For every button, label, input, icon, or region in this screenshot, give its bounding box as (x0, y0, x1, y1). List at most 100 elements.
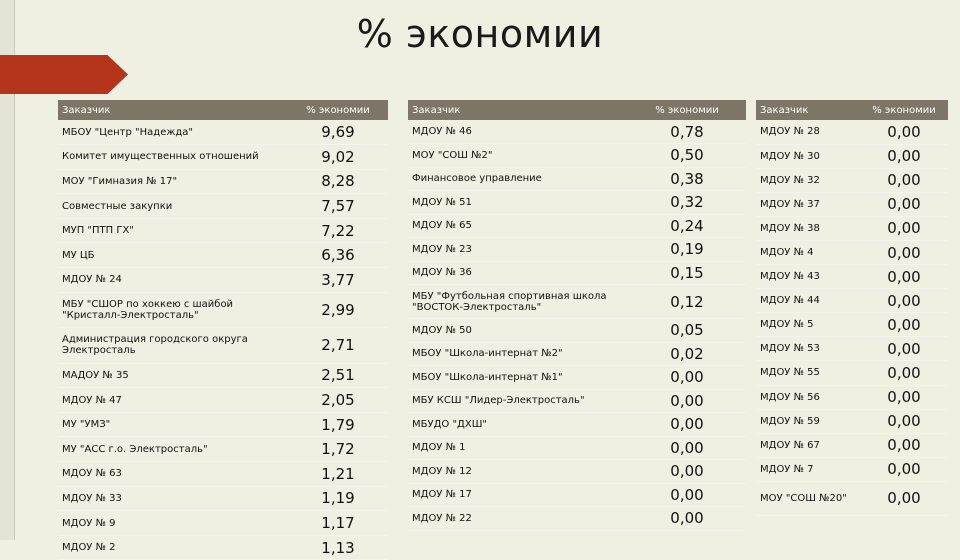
savings-percent-value: 0,12 (628, 284, 746, 319)
table-row: МДОУ № 63 1,21 (58, 461, 388, 487)
savings-percent-value: 0,00 (860, 457, 948, 482)
savings-percent-value: 1,19 (288, 486, 388, 512)
customer-name: МДОУ № 5 (756, 312, 860, 338)
table-row: МДОУ № 36 0,15 (408, 261, 746, 285)
table-row: МДОУ № 12 0,00 (408, 459, 746, 484)
table-row: МДОУ № 38 0,00 (756, 216, 948, 241)
savings-percent-value: 1,17 (288, 510, 388, 536)
customer-name: МДОУ № 67 (756, 433, 860, 458)
savings-percent-value: 2,05 (288, 387, 388, 413)
table-row: МДОУ № 17 0,00 (408, 483, 746, 507)
savings-percent-value: 0,00 (860, 264, 948, 290)
table-row: МУП "ПТП ГХ" 7,22 (58, 218, 388, 244)
savings-percent-value: 9,69 (288, 120, 388, 146)
customer-name: МДОУ № 2 (58, 535, 288, 560)
customer-name: МДОУ № 12 (408, 459, 628, 484)
table-row: МДОУ № 46 0,78 (408, 120, 746, 144)
customer-name: МДОУ № 59 (756, 409, 860, 434)
table-row: МБУ КСШ "Лидер-Электросталь" 0,00 (408, 389, 746, 413)
savings-percent-value: 0,00 (628, 389, 746, 413)
table-row: МУ ЦБ 6,36 (58, 242, 388, 269)
customer-name: Финансовое управление (408, 167, 628, 191)
customer-name: МДОУ № 50 (408, 318, 628, 343)
table-row: МДОУ № 30 0,00 (756, 144, 948, 169)
savings-percent-value: 3,77 (288, 267, 388, 293)
savings-percent-value: 0,00 (860, 433, 948, 458)
slide-title: % экономии (356, 12, 604, 56)
table-row: МДОУ № 1 0,00 (408, 436, 746, 460)
table-header: Заказчик % экономии (58, 100, 388, 120)
table-row: МДОУ № 28 0,00 (756, 120, 948, 145)
savings-percent-value: 0,00 (860, 192, 948, 217)
savings-percent-value: 0,02 (628, 342, 746, 366)
customer-name: МДОУ № 22 (408, 506, 628, 531)
savings-percent-value: 0,00 (860, 409, 948, 434)
savings-percent-value: 0,05 (628, 318, 746, 343)
table-row: МБОУ "Школа-интернат №1" 0,00 (408, 365, 746, 390)
table-row: Комитет имущественных отношений 9,02 (58, 144, 388, 170)
customer-name: МДОУ № 4 (756, 240, 860, 266)
table-row: МДОУ № 2 1,13 (58, 535, 388, 560)
savings-percent-value: 0,00 (628, 436, 746, 460)
table-row: МДОУ № 43 0,00 (756, 264, 948, 290)
customer-name: Совместные закупки (58, 193, 288, 219)
savings-percent-value: 0,78 (628, 120, 746, 144)
table-row: МДОУ № 47 2,05 (58, 387, 388, 413)
savings-percent-value: 0,00 (860, 360, 948, 386)
savings-percent-value: 0,38 (628, 167, 746, 191)
table-row: МДОУ № 32 0,00 (756, 168, 948, 193)
savings-percent-value: 1,79 (288, 412, 388, 438)
savings-percent-value: 0,00 (860, 240, 948, 266)
table-row: МДОУ № 51 0,32 (408, 190, 746, 215)
customer-name: МДОУ № 51 (408, 190, 628, 215)
customer-name: МДОУ № 7 (756, 457, 860, 482)
left-decorative-bar (0, 0, 15, 540)
table-row: МДОУ № 55 0,00 (756, 360, 948, 386)
customer-name: МДОУ № 30 (756, 144, 860, 169)
customer-name: МДОУ № 47 (58, 387, 288, 413)
customer-name: МБОУ "Центр "Надежда" (58, 120, 288, 146)
savings-percent-value: 0,00 (628, 506, 746, 531)
customer-name: МДОУ № 44 (756, 288, 860, 314)
savings-percent-value: 0,32 (628, 190, 746, 215)
table-row: МДОУ № 5 0,00 (756, 312, 948, 338)
customer-name: МДОУ № 23 (408, 237, 628, 262)
table-row: МДОУ № 4 0,00 (756, 240, 948, 266)
savings-percent-value: 0,15 (628, 261, 746, 285)
header-customer: Заказчик (756, 100, 860, 120)
customer-name: МДОУ № 37 (756, 192, 860, 217)
savings-percent-value: 2,99 (288, 292, 388, 329)
customer-name: МДОУ № 38 (756, 216, 860, 241)
customer-name: МБОУ "Школа-интернат №1" (408, 365, 628, 390)
customer-name: МДОУ № 63 (58, 461, 288, 487)
table-row: МОУ "Гимназия № 17" 8,28 (58, 169, 388, 195)
customer-name: МДОУ № 43 (756, 264, 860, 290)
savings-percent-value: 0,00 (628, 459, 746, 484)
customer-name: МДОУ № 32 (756, 168, 860, 193)
header-customer: Заказчик (408, 100, 628, 120)
table-row: МУ "АСС г.о. Электросталь" 1,72 (58, 436, 388, 463)
table-row: МДОУ № 9 1,17 (58, 510, 388, 536)
savings-percent-value: 6,36 (288, 242, 388, 269)
customer-name: МДОУ № 28 (756, 120, 860, 145)
table-row: МДОУ № 53 0,00 (756, 336, 948, 362)
table-row: МБУДО "ДХШ" 0,00 (408, 412, 746, 437)
header-savings-percent: % экономии (628, 100, 746, 120)
customer-name: МУ "УМЗ" (58, 412, 288, 438)
customer-name: МУП "ПТП ГХ" (58, 218, 288, 244)
customer-name: Администрация городского округа Электрос… (58, 327, 288, 364)
table-row: МДОУ № 23 0,19 (408, 237, 746, 262)
savings-table-1: Заказчик % экономии МБОУ "Центр "Надежда… (58, 100, 388, 560)
savings-table-3: Заказчик % экономии МДОУ № 28 0,00 МДОУ № … (756, 100, 948, 516)
savings-percent-value: 0,19 (628, 237, 746, 262)
savings-percent-value: 0,00 (860, 216, 948, 241)
table-row: Администрация городского округа Электрос… (58, 327, 388, 364)
table-row: МБОУ "Школа-интернат №2" 0,02 (408, 342, 746, 366)
table-row: МДОУ № 59 0,00 (756, 409, 948, 434)
savings-percent-value: 8,28 (288, 169, 388, 195)
header-savings-percent: % экономии (860, 100, 948, 120)
table-row: МДОУ № 24 3,77 (58, 267, 388, 293)
savings-percent-value: 0,00 (860, 481, 948, 516)
savings-percent-value: 0,00 (860, 168, 948, 193)
customer-name: МДОУ № 9 (58, 510, 288, 536)
